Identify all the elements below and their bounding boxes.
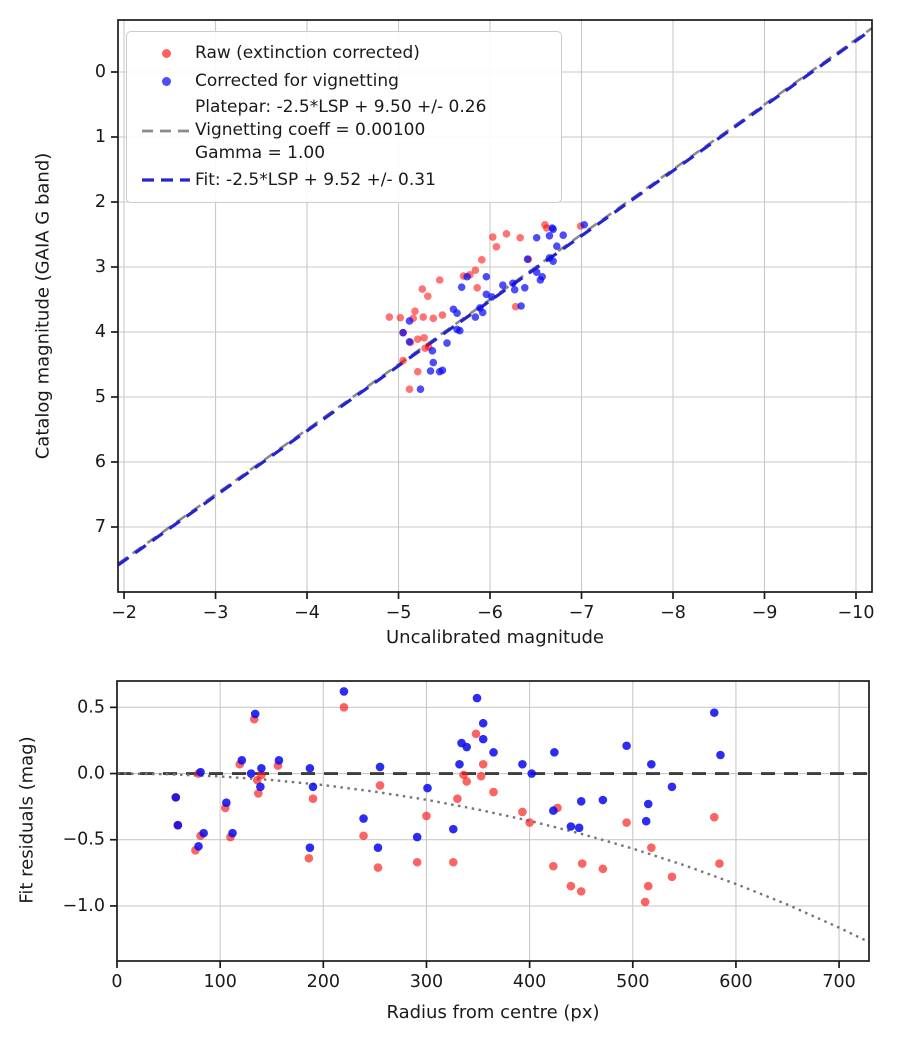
svg-text:−0.5: −0.5: [63, 830, 106, 850]
legend-entry-raw: Raw (extinction corrected): [137, 40, 551, 66]
svg-text:−1.0: −1.0: [63, 896, 106, 916]
svg-text:5: 5: [95, 387, 106, 407]
fit-residuals-series-0: [171, 703, 724, 907]
bottom-y-axis-label: Fit residuals (mag): [16, 736, 38, 904]
legend-entry-fit: Fit: -2.5*LSP + 9.52 +/- 0.31: [137, 167, 551, 193]
raw-marker-icon: [137, 48, 195, 58]
svg-text:−3: −3: [203, 603, 229, 623]
top-y-axis-label: Catalog magnitude (GAIA G band): [32, 152, 54, 460]
svg-text:−2: −2: [111, 603, 137, 623]
svg-text:6: 6: [95, 452, 106, 472]
legend-entry-corrected: Corrected for vignetting: [137, 68, 551, 94]
top-x-axis-label: Uncalibrated magnitude: [385, 627, 605, 648]
svg-text:300: 300: [410, 972, 443, 992]
svg-text:600: 600: [719, 972, 752, 992]
svg-text:100: 100: [203, 972, 236, 992]
svg-text:−7: −7: [569, 603, 595, 623]
svg-text:0.5: 0.5: [77, 697, 105, 717]
svg-text:4: 4: [95, 322, 106, 342]
fit-residuals-line: [116, 772, 870, 944]
svg-text:7: 7: [95, 517, 106, 537]
bottom-x-axis-label: Radius from centre (px): [386, 1002, 600, 1023]
legend-label-fit: Fit: -2.5*LSP + 9.52 +/- 0.31: [195, 169, 436, 190]
legend-label-corrected: Corrected for vignetting: [195, 70, 399, 91]
legend-label-raw: Raw (extinction corrected): [195, 42, 420, 63]
svg-text:−5: −5: [386, 603, 412, 623]
svg-text:−9: −9: [752, 603, 778, 623]
corrected-marker-icon: [137, 76, 195, 86]
svg-text:700: 700: [822, 972, 855, 992]
svg-text:0: 0: [111, 972, 122, 992]
magnitude-calibration-ticks: −2 −3 −4 −5 −6 −7 −8 −9 −10 0 1 2 3 4 5 6 7: [95, 62, 875, 623]
fit-residuals-plot: 0 100 200 300 400 500 600 700 0.5 0.0 −0.5 −1.0: [63, 680, 870, 992]
magnitude-calibration-series-1: [399, 220, 589, 394]
fit-residuals-series-1: [171, 687, 725, 852]
svg-text:1: 1: [95, 127, 106, 147]
svg-text:200: 200: [307, 972, 340, 992]
legend-label-platepar: Platepar: -2.5*LSP + 9.50 +/- 0.26 Vigne…: [195, 97, 487, 163]
magnitude-calibration-spines: [117, 19, 873, 593]
svg-text:500: 500: [616, 972, 649, 992]
svg-text:−6: −6: [477, 603, 503, 623]
svg-text:0: 0: [95, 62, 106, 82]
fit-residuals-ticks: 0 100 200 300 400 500 600 700 0.5 0.0 −0.5 −1.0: [63, 697, 856, 992]
legend-entry-platepar: Platepar: -2.5*LSP + 9.50 +/- 0.26 Vigne…: [137, 96, 551, 165]
svg-text:−8: −8: [660, 603, 686, 623]
fit-dashed-line-icon: [137, 177, 195, 183]
svg-text:2: 2: [95, 192, 106, 212]
svg-text:3: 3: [95, 257, 106, 277]
platepar-dashed-line-icon: [137, 128, 195, 134]
svg-text:−4: −4: [294, 603, 320, 623]
fit-residuals-spines: [116, 680, 870, 962]
svg-text:400: 400: [513, 972, 546, 992]
svg-text:0.0: 0.0: [77, 764, 105, 784]
legend: Raw (extinction corrected) Corrected for…: [126, 31, 562, 203]
svg-text:−10: −10: [838, 603, 875, 623]
fit-residuals-grid: [116, 681, 869, 961]
